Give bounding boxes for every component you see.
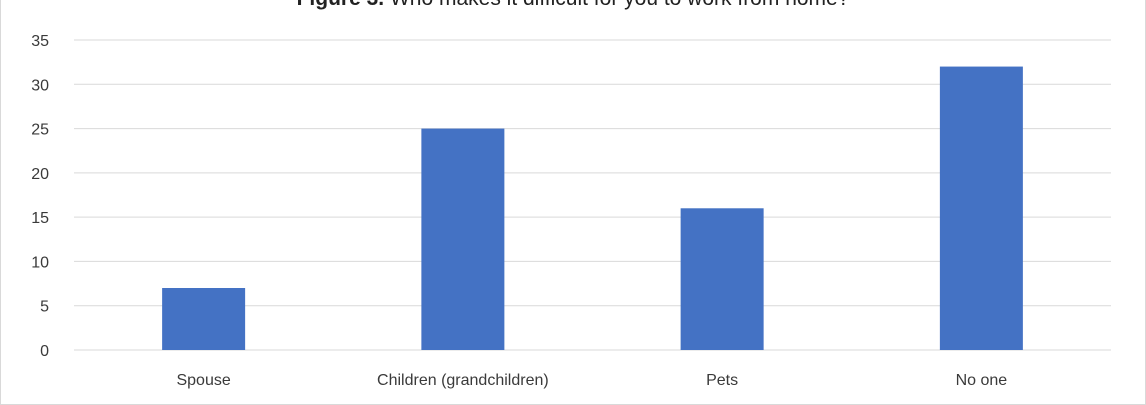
x-axis-tick-labels: Spouse Children (grandchildren) Pets No one — [176, 372, 1007, 389]
x-tick-label: Pets — [706, 372, 738, 389]
y-tick-label: 20 — [31, 166, 49, 183]
x-tick-label: Spouse — [176, 372, 230, 389]
chart-title-prefix: Figure 3. — [297, 0, 385, 10]
y-tick-label: 15 — [31, 210, 49, 227]
chart-title-text: Who makes it difficult for you to work f… — [390, 0, 849, 10]
y-tick-label: 25 — [31, 122, 49, 139]
bar-pets — [680, 208, 764, 350]
x-tick-label: Children (grandchildren) — [377, 372, 549, 389]
y-tick-label: 5 — [40, 299, 49, 316]
bars — [162, 66, 1023, 351]
gridlines — [74, 39, 1111, 351]
bar-children-grandchildren — [421, 128, 505, 350]
y-tick-label: 10 — [31, 254, 49, 271]
chart-title: Figure 3. Who makes it difficult for you… — [1, 0, 1145, 11]
y-tick-label: 35 — [31, 33, 49, 50]
bar-no-one — [939, 66, 1023, 351]
x-tick-label: No one — [956, 372, 1008, 389]
y-tick-label: 0 — [40, 343, 49, 360]
y-tick-label: 30 — [31, 77, 49, 94]
bar-spouse — [162, 288, 246, 350]
y-axis-tick-labels: 0 5 10 15 20 25 30 35 — [31, 33, 49, 360]
